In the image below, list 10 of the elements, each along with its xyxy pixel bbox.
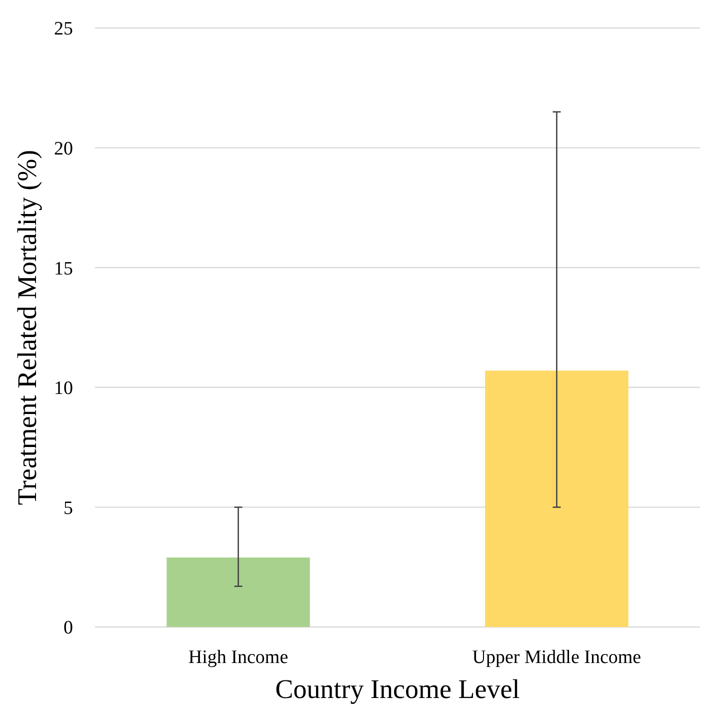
y-tick-label: 10	[54, 378, 73, 400]
y-tick-label: 20	[54, 138, 73, 160]
y-tick-label: 15	[54, 258, 73, 280]
y-tick-label: 5	[64, 498, 73, 519]
y-tick-label: 25	[54, 18, 73, 40]
x-tick-label: High Income	[188, 647, 288, 668]
x-tick-label: Upper Middle Income	[472, 647, 642, 668]
y-tick-label: 0	[64, 618, 73, 639]
x-axis-title: Country Income Level	[275, 674, 520, 704]
y-axis-title: Treatment Related Mortality (%)	[12, 150, 42, 506]
